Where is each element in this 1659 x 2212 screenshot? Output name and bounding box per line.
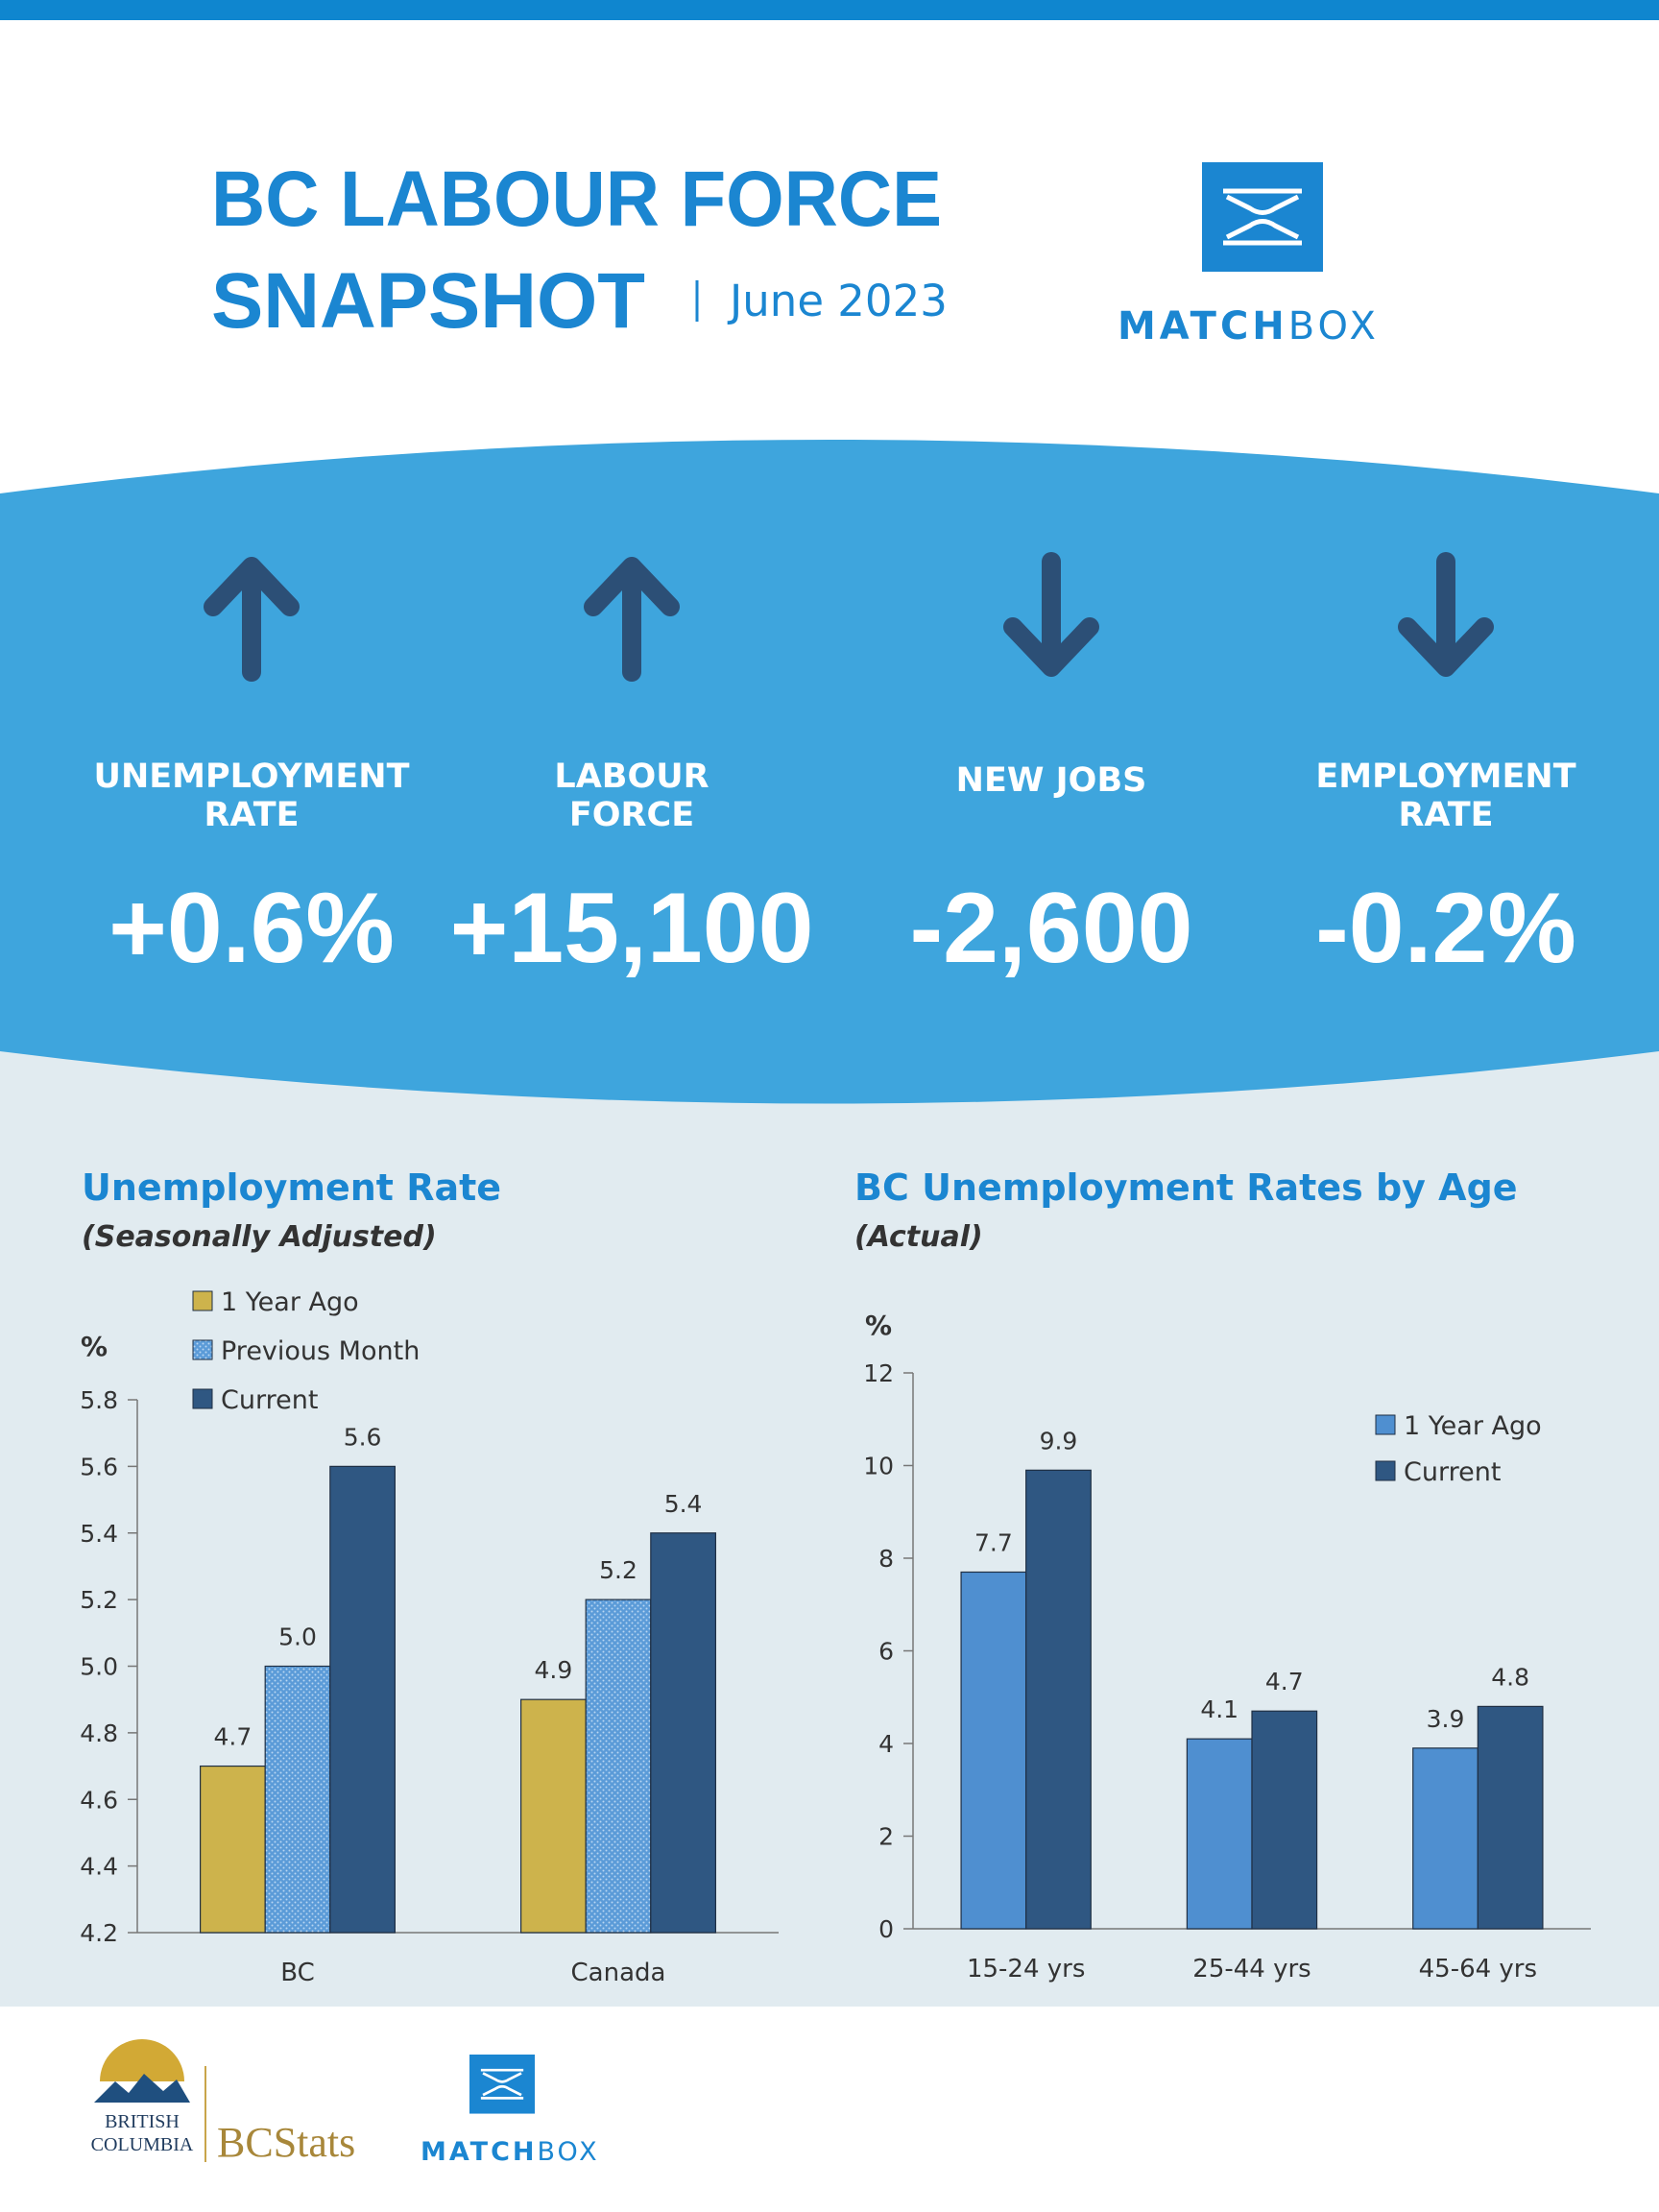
legend-swatch [192, 1290, 213, 1311]
chart-subtitle: (Seasonally Adjusted) [82, 1220, 437, 1254]
x-tick-label: BC [280, 1959, 315, 1987]
x-tick-label: Canada [571, 1959, 666, 1987]
brand-part: MATCH [1118, 304, 1288, 349]
arrow-up [584, 557, 680, 682]
y-tick-label: 6 [878, 1638, 894, 1666]
footer: BRITISH COLUMBIA BCStats MATCHBOX [91, 2039, 600, 2167]
arrow-down [1003, 552, 1099, 677]
bar [264, 1665, 331, 1934]
value-label: 4.7 [1265, 1668, 1304, 1695]
stat-label: FORCE [569, 796, 694, 834]
value-label: 4.1 [1200, 1695, 1238, 1723]
bc-text: COLUMBIA [91, 2134, 194, 2155]
stat-label: LABOUR [554, 757, 709, 796]
chart-title: BC Unemployment Rates by Age [854, 1166, 1518, 1209]
value-label: 4.7 [214, 1723, 252, 1751]
y-tick-label: 8 [878, 1545, 894, 1573]
bar [519, 1698, 587, 1934]
brand-name: MATCHBOX [1118, 304, 1380, 349]
value-label: 9.9 [1040, 1427, 1078, 1455]
legend-label: 1 Year Ago [1404, 1411, 1542, 1441]
y-tick-label: 0 [878, 1915, 894, 1943]
bar [960, 1571, 1027, 1930]
bc-text: BRITISH [105, 2111, 180, 2132]
value-label: 4.9 [535, 1656, 573, 1684]
y-tick-label: 4.6 [80, 1786, 118, 1814]
bar [329, 1465, 396, 1934]
stat-label: RATE [204, 796, 299, 834]
stat-value: -0.2% [1315, 873, 1576, 984]
y-tick-label: 5.8 [80, 1386, 118, 1414]
bcstats: BCStats [217, 2119, 355, 2166]
date: June 2023 [727, 276, 948, 326]
title-line: BC LABOUR FORCE [211, 156, 942, 243]
value-label: 4.8 [1491, 1663, 1529, 1691]
value-label: 5.4 [664, 1490, 703, 1518]
value-label: 3.9 [1427, 1705, 1465, 1733]
bc-sun [100, 2039, 184, 2081]
y-tick-label: 12 [863, 1359, 894, 1387]
bar [1025, 1469, 1092, 1930]
legend-label: Current [1404, 1457, 1501, 1487]
y-tick-label: 10 [863, 1453, 894, 1480]
y-tick-label: 5.0 [80, 1653, 118, 1681]
y-tick-label: 5.2 [80, 1586, 118, 1614]
brand-part: MATCH [421, 2137, 538, 2167]
legend-label: 1 Year Ago [221, 1287, 359, 1317]
legend-swatch [192, 1339, 213, 1360]
bar [650, 1532, 716, 1934]
bc-mountains [94, 2074, 190, 2103]
y-tick-label: 2 [878, 1823, 894, 1851]
title-line: SNAPSHOT [211, 257, 645, 345]
brand-name: MATCHBOX [421, 2137, 600, 2167]
brand-icon [468, 2053, 537, 2115]
top-bar [0, 0, 1659, 20]
stat-value: +15,100 [450, 873, 814, 984]
y-tick-label: 4 [878, 1730, 894, 1758]
stat-label: RATE [1398, 796, 1493, 834]
chart-title: Unemployment Rate [82, 1166, 501, 1209]
y-tick-label: 4.4 [80, 1853, 118, 1881]
legend-swatch [192, 1388, 213, 1409]
bar [1186, 1738, 1253, 1930]
brand-icon [1202, 162, 1323, 272]
bar [585, 1599, 652, 1934]
y-axis-label: % [81, 1331, 108, 1362]
stats: UNEMPLOYMENTRATE+0.6%LABOURFORCE+15,100N… [94, 552, 1576, 984]
bar [1412, 1747, 1479, 1930]
legend-label: Current [221, 1385, 318, 1415]
bar [1477, 1705, 1544, 1930]
stat-value: -2,600 [910, 873, 1193, 984]
value-label: 7.7 [974, 1528, 1013, 1556]
legend-swatch [1375, 1414, 1396, 1435]
x-tick-label: 15-24 yrs [967, 1955, 1085, 1984]
brand-part: BOX [1288, 304, 1380, 349]
y-tick-label: 4.8 [80, 1719, 118, 1747]
legend-swatch [1375, 1460, 1396, 1481]
y-tick-label: 5.4 [80, 1520, 118, 1548]
bar [200, 1765, 266, 1934]
arrow-up [204, 557, 300, 682]
bar [1251, 1710, 1318, 1930]
x-tick-label: 25-44 yrs [1192, 1955, 1310, 1984]
stat-value: +0.6% [108, 873, 395, 984]
y-axis-label: % [865, 1310, 892, 1341]
y-tick-label: 4.2 [80, 1919, 118, 1947]
charts: Unemployment Rate (Seasonally Adjusted)% 4… [80, 1166, 1591, 1987]
value-label: 5.2 [599, 1556, 637, 1584]
chart-subtitle: (Actual) [854, 1220, 983, 1254]
brand-part: BOX [538, 2137, 600, 2167]
stat-label: EMPLOYMENT [1315, 757, 1575, 796]
legend-label: Previous Month [221, 1336, 420, 1366]
value-label: 5.6 [344, 1423, 382, 1451]
arrow-down [1398, 552, 1494, 677]
stat-label: NEW JOBS [956, 761, 1147, 800]
stat-label: UNEMPLOYMENT [94, 757, 410, 796]
x-tick-label: 45-64 yrs [1419, 1955, 1537, 1984]
y-tick-label: 5.6 [80, 1453, 118, 1480]
value-label: 5.0 [278, 1623, 317, 1651]
stats-band [0, 440, 1659, 1104]
